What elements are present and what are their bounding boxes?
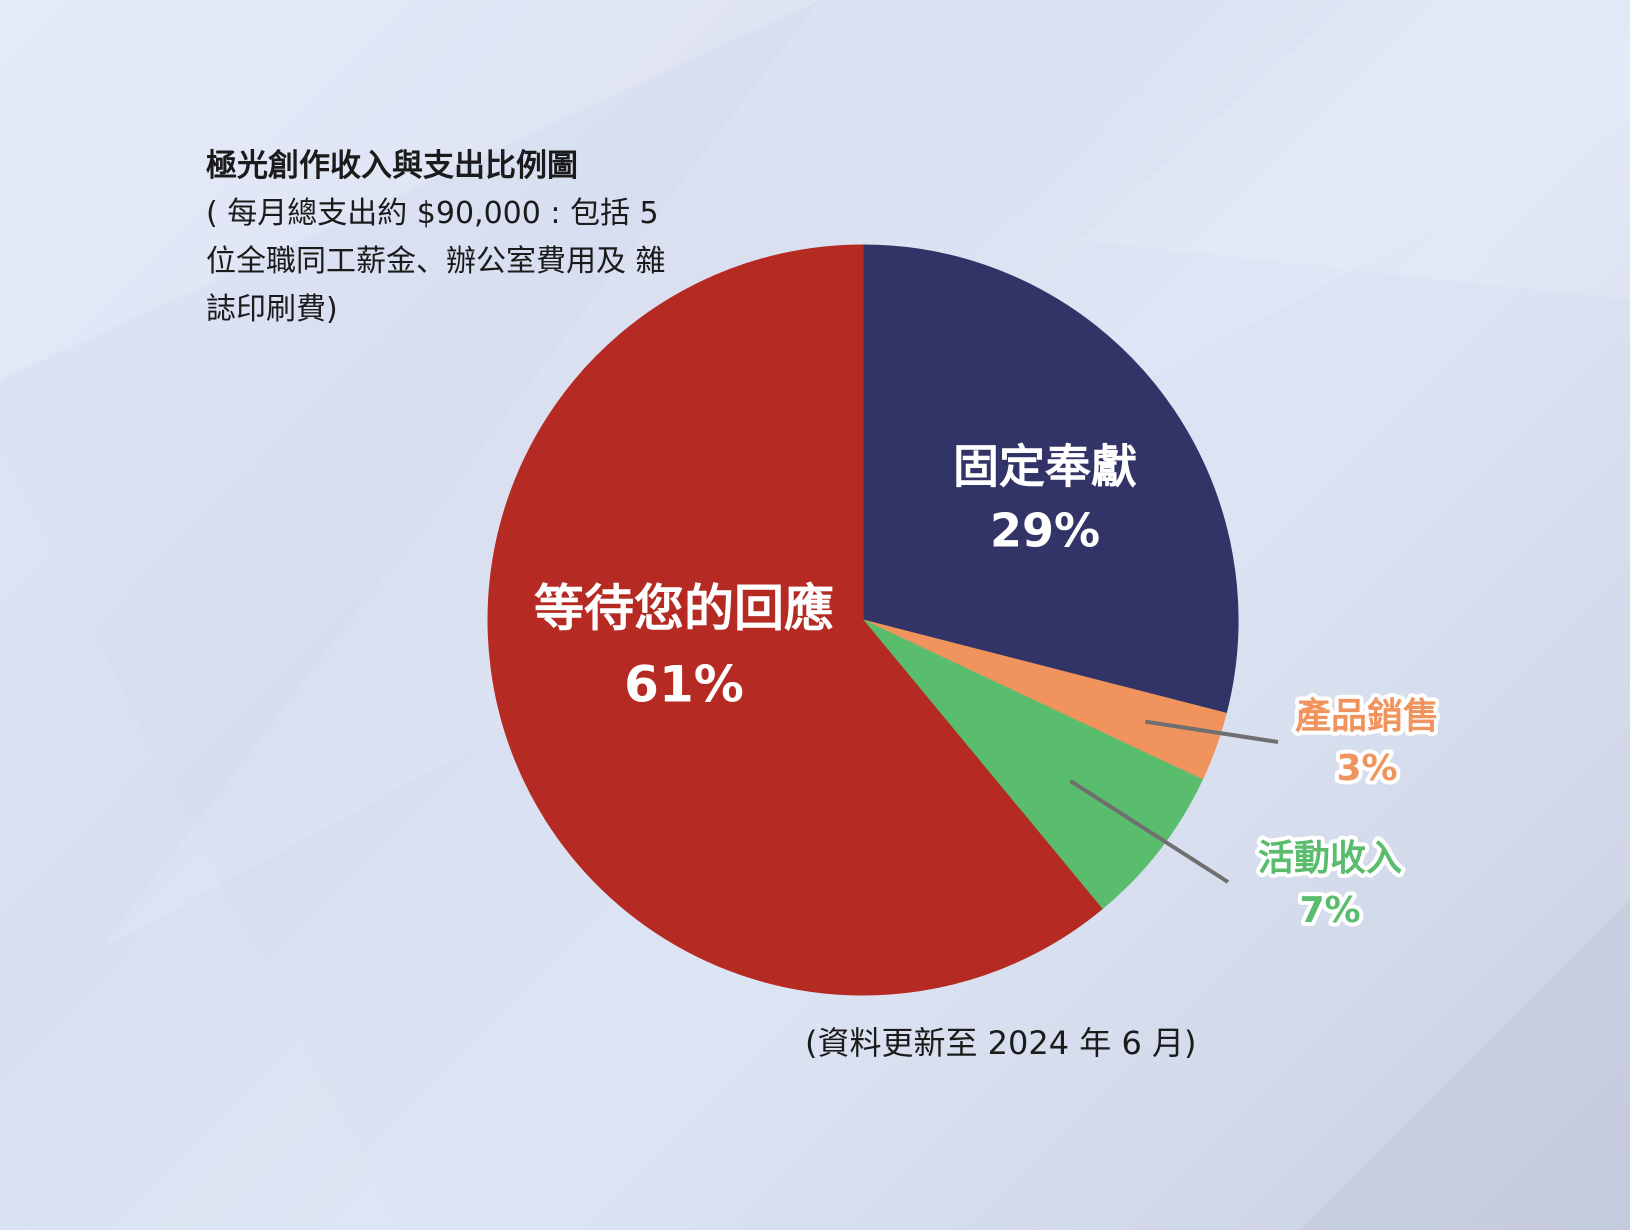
pie-slice-3 — [487, 244, 1103, 996]
chart-title: 極光創作收入與支出比例圖 — [206, 148, 578, 184]
slice-percent-2: 7% — [1299, 890, 1360, 931]
slice-percent-1: 3% — [1336, 748, 1397, 789]
leader-lines — [1069, 719, 1279, 884]
pie-slice-0 — [862, 244, 1239, 714]
slice-label-2: 活動收入 — [1258, 838, 1402, 879]
leader-line-1 — [1144, 719, 1279, 744]
data-update-footnote: (資料更新至 2024 年 6 月) — [805, 1024, 1197, 1062]
slice-label-1: 產品銷售 — [1295, 695, 1439, 737]
pie-labels: 固定奉獻 29% 產品銷售 3% 活動收入 7% 等待您的回應 61% — [534, 440, 1443, 936]
chart-title-block: 極光創作收入與支出比例圖 ( 每月總支出約 $90,000 : 包括 5 位全職… — [206, 142, 676, 334]
slice-label-3: 等待您的回應 — [534, 580, 834, 638]
leader-line-2 — [1069, 779, 1230, 884]
slice-label-0: 固定奉獻 — [953, 440, 1137, 494]
pie-slice-2 — [862, 619, 1203, 910]
slice-percent-0: 29% — [990, 504, 1100, 558]
chart-subtitle: ( 每月總支出約 $90,000 : 包括 5 位全職同工薪金、辦公室費用及 雜… — [206, 196, 666, 327]
slice-percent-3: 61% — [624, 656, 744, 714]
pie-slices — [487, 244, 1239, 996]
